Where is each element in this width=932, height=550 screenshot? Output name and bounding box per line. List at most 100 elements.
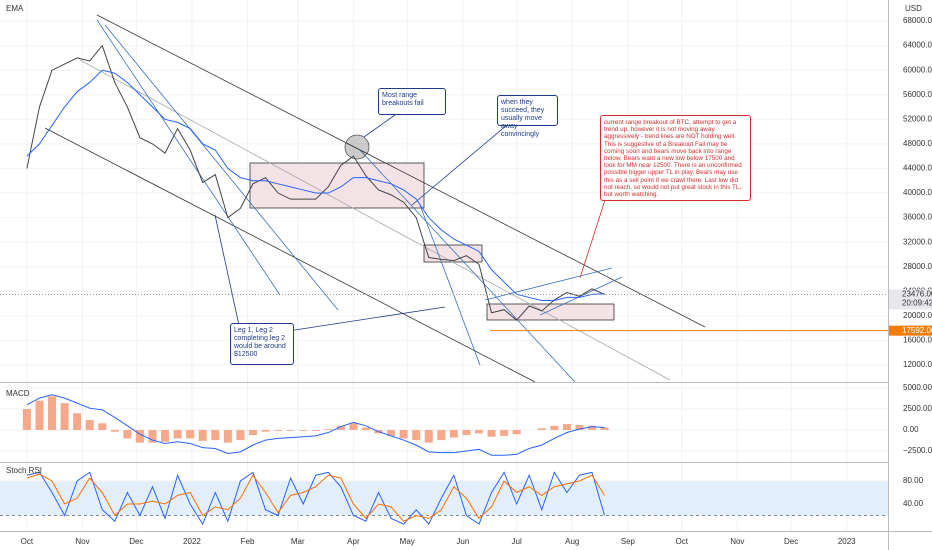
x-tick-label: Mar — [291, 537, 305, 546]
level-tag — [889, 325, 932, 336]
histogram-bar — [98, 423, 107, 431]
histogram-bar — [110, 430, 119, 432]
trend-line — [484, 267, 613, 301]
histogram-bar — [161, 430, 170, 442]
y-tick-label: 60000.00 — [903, 65, 932, 74]
x-tick-label: Aug — [565, 537, 579, 546]
trend-line — [539, 276, 623, 316]
y-tick-label: 40000.00 — [903, 188, 932, 197]
y-tick-label: 68000.00 — [903, 16, 932, 25]
histogram-bar — [449, 430, 458, 438]
histogram-bar — [562, 424, 571, 431]
histogram-bar — [537, 428, 546, 431]
x-tick-label: Oct — [675, 537, 688, 546]
price-tag-label: 23476.00 — [902, 290, 932, 299]
histogram-bar — [474, 430, 483, 434]
histogram-bar — [387, 430, 396, 436]
histogram-bar — [462, 430, 471, 436]
series-line — [26, 44, 605, 321]
histogram-bar — [500, 430, 509, 436]
histogram-bar — [73, 413, 82, 431]
x-tick-label: Feb — [241, 537, 255, 546]
histogram-bar — [575, 424, 584, 431]
marks — [0, 44, 888, 526]
trend-line — [96, 19, 281, 296]
annotation: current range breakout of BTC, attempt t… — [600, 115, 751, 201]
y-tick-label: 48000.00 — [903, 139, 932, 148]
trend-line — [79, 59, 671, 381]
y-tick-label: 52000.00 — [903, 114, 932, 123]
trend-line — [104, 24, 339, 311]
x-tick-label: Nov — [75, 537, 89, 546]
x-tick-label: Nov — [730, 537, 744, 546]
x-tick-label: Apr — [347, 537, 360, 546]
histogram-bar — [412, 430, 421, 441]
countdown-label: 20:09:42 — [902, 299, 932, 308]
x-tick-label: May — [400, 537, 415, 546]
histogram-bar — [135, 430, 144, 443]
trend-line — [419, 204, 481, 366]
highlight-circle — [344, 134, 370, 160]
axis-unit: USD — [905, 4, 922, 13]
y-tick-label: 12000.00 — [903, 360, 932, 369]
histogram-bar — [437, 430, 446, 441]
histogram-bar — [336, 425, 345, 431]
y-tick-label: 80.00 — [903, 476, 924, 485]
histogram-bar — [35, 400, 44, 431]
histogram-bar — [123, 430, 132, 439]
histogram-bar — [211, 430, 220, 441]
series-line — [26, 394, 605, 456]
callout-line — [579, 199, 606, 279]
histogram-bar — [324, 429, 333, 431]
callout-line — [363, 114, 396, 138]
histogram-bar — [487, 430, 496, 437]
series-line — [26, 473, 605, 522]
range-box — [486, 303, 615, 321]
y-tick-label: 36000.00 — [903, 213, 932, 222]
y-tick-label: 5000.00 — [903, 383, 932, 392]
annotation: Most range breakouts fail — [378, 88, 446, 115]
histogram-bar — [198, 430, 207, 441]
annotation: Leg 1, Leg 2 completing leg 2 would be a… — [230, 323, 294, 365]
histogram-bar — [22, 409, 31, 431]
histogram-bar — [399, 430, 408, 439]
series-line — [26, 69, 605, 301]
y-tick-label: 56000.00 — [903, 90, 932, 99]
x-tick-label: Dec — [784, 537, 798, 546]
level-tag-label: 17592.00 — [902, 326, 932, 335]
y-tick-label: 2500.00 — [903, 404, 932, 413]
y-tick-label: 0.00 — [903, 425, 919, 434]
price-tag — [889, 289, 932, 310]
y-tick-label: 32000.00 — [903, 237, 932, 246]
y-tick-label: −2500.00 — [903, 446, 932, 455]
y-tick-label: 40.00 — [903, 499, 924, 508]
y-tick-label: 64000.00 — [903, 41, 932, 50]
pane-title: MACD — [6, 389, 30, 398]
y-tick-label: 20000.00 — [903, 311, 932, 320]
histogram-bar — [48, 396, 57, 431]
x-tick-label: Dec — [129, 537, 143, 546]
histogram-bar — [85, 419, 94, 431]
histogram-bar — [512, 430, 521, 435]
histogram-bar — [248, 430, 257, 436]
histogram-bar — [361, 427, 370, 431]
y-tick-label: 16000.00 — [903, 336, 932, 345]
histogram-bar — [299, 430, 308, 431]
y-tick-label: 44000.00 — [903, 164, 932, 173]
histogram-bar — [274, 430, 283, 431]
histogram-bar — [186, 430, 195, 439]
x-tick-label: Jun — [456, 537, 469, 546]
x-tick-label: Oct — [21, 537, 34, 546]
histogram-bar — [424, 430, 433, 443]
x-tick-label: Sep — [621, 537, 636, 546]
histogram-bar — [261, 430, 270, 432]
trend-line — [44, 127, 536, 383]
histogram-bar — [311, 430, 320, 431]
histogram-bar — [349, 423, 358, 431]
trend-line — [359, 149, 576, 383]
histogram-bar — [173, 430, 182, 439]
pane-title: Stoch RSI — [6, 466, 42, 475]
annotation: when they succeed, they usually move awa… — [497, 95, 558, 138]
